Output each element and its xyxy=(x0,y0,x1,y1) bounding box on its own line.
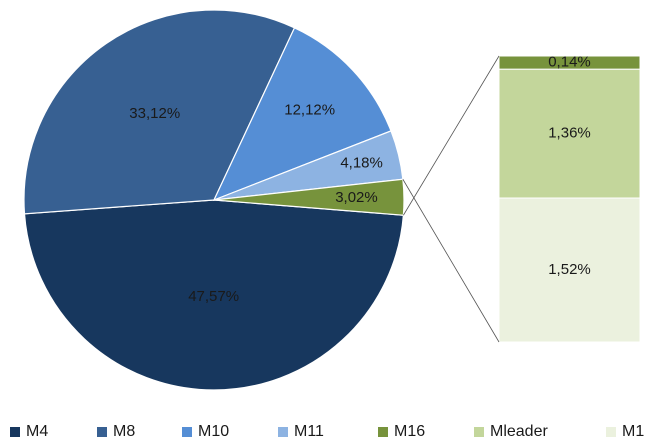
pie-slice xyxy=(212,27,392,202)
pie-slice xyxy=(23,9,296,215)
data-label: 1,52% xyxy=(548,261,591,278)
legend-swatch xyxy=(606,427,616,437)
legend-label: M8 xyxy=(113,423,135,440)
legend-label: M4 xyxy=(26,423,48,440)
connector xyxy=(403,55,500,216)
legend-swatch xyxy=(182,427,192,437)
data-label: 47,57% xyxy=(188,288,239,305)
connector xyxy=(402,179,500,343)
legend-swatch xyxy=(278,427,288,437)
data-label: 12,12% xyxy=(284,101,335,118)
legend-label: M11 xyxy=(294,423,324,440)
legend-label: M1 xyxy=(622,423,644,440)
data-label: 3,02% xyxy=(335,189,378,206)
data-label: 1,36% xyxy=(548,125,591,142)
legend-swatch xyxy=(378,427,388,437)
bar-segment xyxy=(498,68,641,199)
legend-label: Mleader xyxy=(490,423,548,440)
legend-swatch xyxy=(474,427,484,437)
legend-label: M10 xyxy=(198,423,229,440)
data-label: 0,14% xyxy=(548,54,591,71)
pie-slice xyxy=(23,199,405,391)
data-label: 33,12% xyxy=(129,105,180,122)
legend-swatch xyxy=(10,427,20,437)
bar-segment xyxy=(498,197,641,343)
legend-swatch xyxy=(97,427,107,437)
legend-label: M16 xyxy=(394,423,425,440)
data-label: 4,18% xyxy=(340,155,383,172)
